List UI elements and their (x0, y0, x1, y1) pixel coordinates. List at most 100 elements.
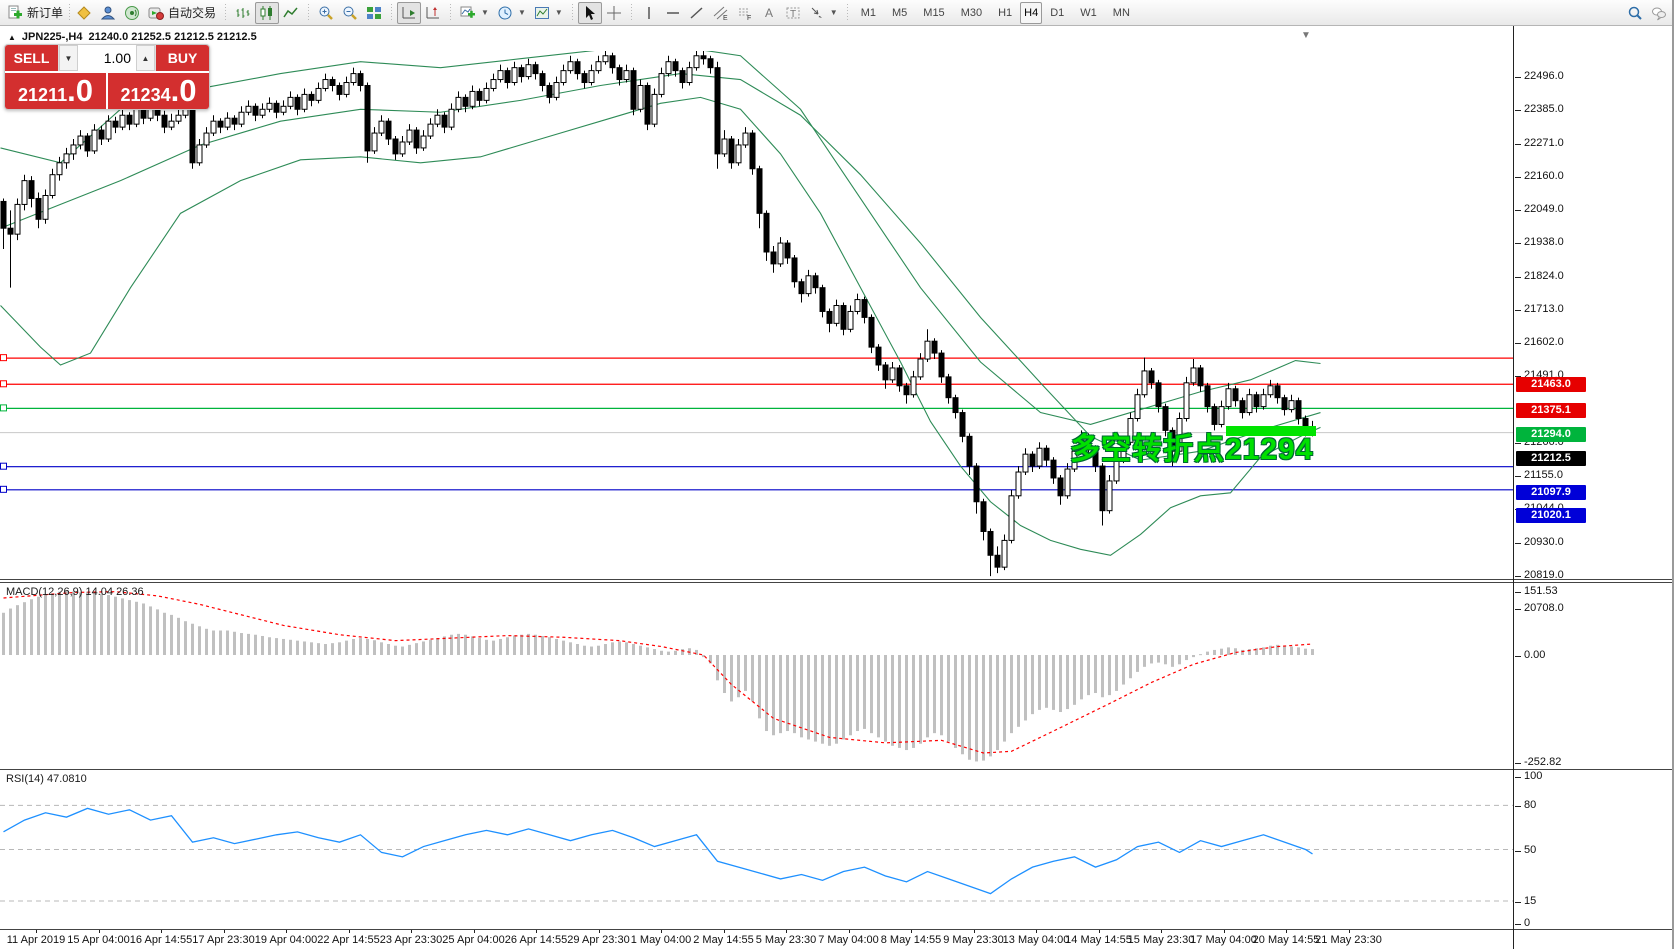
macd-histogram-bar (170, 614, 173, 655)
timeframe-button-h1[interactable]: H1 (998, 6, 1013, 19)
tile-windows-button[interactable] (362, 2, 386, 24)
macd-histogram-bar (492, 640, 495, 655)
line-handle[interactable] (0, 380, 7, 388)
zoom-out-button[interactable] (338, 2, 362, 24)
bear-candle (938, 352, 945, 378)
trendline-button[interactable] (685, 2, 709, 24)
signals-button[interactable] (120, 2, 144, 24)
chart-shift-button[interactable] (421, 2, 445, 24)
chart-window[interactable]: ▲ JPN225-,H4 21240.0 21252.5 21212.5 212… (0, 26, 1672, 949)
profile-button[interactable] (96, 2, 120, 24)
text-button[interactable]: A (757, 2, 781, 24)
crosshair-button[interactable] (602, 2, 626, 24)
timeframe-button-h4[interactable]: H4 (1020, 1, 1043, 24)
rsi-plot[interactable] (0, 770, 1513, 929)
line-handle[interactable] (0, 404, 7, 412)
templates-button[interactable]: ▼ (530, 2, 567, 24)
bear-candle (1204, 385, 1211, 408)
bear-candle (7, 227, 14, 235)
line-handle[interactable] (0, 485, 7, 493)
chart-title: ▲ JPN225-,H4 21240.0 21252.5 21212.5 212… (8, 31, 257, 43)
horizontal-line-button[interactable] (661, 2, 685, 24)
macd-histogram-bar (1269, 645, 1272, 655)
vertical-line-button[interactable] (637, 2, 661, 24)
sell-price-button[interactable]: 21211 .0 (5, 73, 106, 109)
timeframe-button-mn[interactable]: MN (1112, 6, 1130, 19)
search-button[interactable] (1623, 2, 1647, 24)
bull-candle (854, 299, 861, 312)
bear-candle (217, 120, 224, 128)
bear-candle (385, 120, 392, 140)
line-handle[interactable] (0, 354, 7, 362)
periods-button[interactable]: ▼ (493, 2, 530, 24)
bollinger-lower-band[interactable] (0, 96, 1321, 556)
arrows-button[interactable]: ▼ (805, 2, 842, 24)
macd-histogram-bar (695, 649, 698, 655)
timeframe-button-m5[interactable]: M5 (892, 6, 908, 19)
macd-histogram-bar (79, 592, 82, 655)
timeframe-button-m1[interactable]: M1 (860, 6, 876, 19)
panel-separator[interactable] (0, 769, 1672, 770)
timeframe-button-w1[interactable]: W1 (1080, 6, 1097, 19)
alerts-button[interactable] (72, 2, 96, 24)
sell-button[interactable]: SELL (5, 45, 58, 71)
line-chart-button[interactable] (279, 2, 303, 24)
date-tick-label: 11 Apr 2019 (6, 934, 66, 946)
symbol-collapse-icon[interactable]: ▲ (8, 32, 16, 42)
timeframe-button-m30[interactable]: M30 (960, 6, 983, 19)
date-tick-label: 9 May 23:30 (943, 934, 1004, 946)
line-handle[interactable] (0, 462, 7, 470)
bear-candle (1274, 385, 1281, 399)
volume-decrease-button[interactable]: ▼ (59, 45, 78, 71)
bollinger-upper-band[interactable] (0, 51, 1321, 426)
date-tick-label: 25 Apr 04:00 (442, 934, 505, 946)
macd-plot[interactable] (0, 583, 1513, 769)
macd-histogram-bar (856, 655, 859, 732)
bar-chart-button[interactable] (231, 2, 255, 24)
highlight-rectangle[interactable] (1225, 426, 1316, 437)
zoom-in-button[interactable] (314, 2, 338, 24)
bear-candle (126, 114, 133, 125)
chart-annotation-text[interactable]: 多空转折点21294 (1070, 433, 1314, 466)
volume-increase-button[interactable]: ▲ (136, 45, 155, 71)
bear-candle (763, 212, 770, 253)
panel-separator[interactable] (0, 579, 1672, 580)
equidistant-channel-button[interactable]: E (709, 2, 733, 24)
macd-histogram-bar (345, 640, 348, 655)
buy-button[interactable]: BUY (156, 45, 209, 71)
auto-scroll-button[interactable] (397, 1, 422, 24)
timeframe-button-m15[interactable]: M15 (923, 6, 945, 19)
new-order-button[interactable]: 新订单 (3, 2, 67, 24)
bull-candle (721, 138, 728, 155)
macd-histogram-bar (793, 655, 796, 734)
price-chart-plot[interactable] (0, 51, 1513, 606)
text-label-button[interactable]: T (781, 2, 805, 24)
auto-trading-button[interactable]: 自动交易 (144, 2, 220, 24)
bear-candle (546, 84, 553, 98)
buy-price-button[interactable]: 21234 .0 (106, 73, 209, 109)
equidistant-channel-icon: E (713, 5, 729, 21)
panel-separator[interactable] (0, 582, 1672, 583)
timeframe-button-d1[interactable]: D1 (1050, 6, 1065, 19)
volume-input[interactable]: 1.00 (78, 45, 136, 71)
bear-candle (875, 346, 882, 366)
date-tick-label: 14 May 14:55 (1065, 934, 1132, 946)
date-tick-mark (973, 930, 975, 933)
panel-separator[interactable] (0, 929, 1672, 930)
buy-price-fraction: .0 (170, 73, 197, 108)
chart-shift-marker-icon[interactable]: ▼ (1301, 30, 1311, 41)
date-axis[interactable]: 11 Apr 2019 15 Apr 04:00 16 Apr 14:55 17 Ap… (0, 930, 1513, 949)
bollinger-middle-band[interactable] (0, 73, 1321, 461)
date-tick-label: 21 May 23:30 (1315, 934, 1382, 946)
bull-candle (1008, 495, 1015, 541)
macd-histogram-bar (786, 655, 789, 732)
bull-candle (203, 132, 210, 146)
cursor-button[interactable] (577, 1, 602, 24)
fibonacci-button[interactable]: F (733, 2, 757, 24)
zoom-in-icon (318, 5, 334, 21)
candlestick-chart-button[interactable] (255, 1, 280, 24)
bear-candle (945, 376, 952, 399)
new-chart-button[interactable]: ▼ (456, 2, 493, 24)
chat-button[interactable] (1647, 2, 1671, 24)
bear-candle (798, 281, 805, 295)
